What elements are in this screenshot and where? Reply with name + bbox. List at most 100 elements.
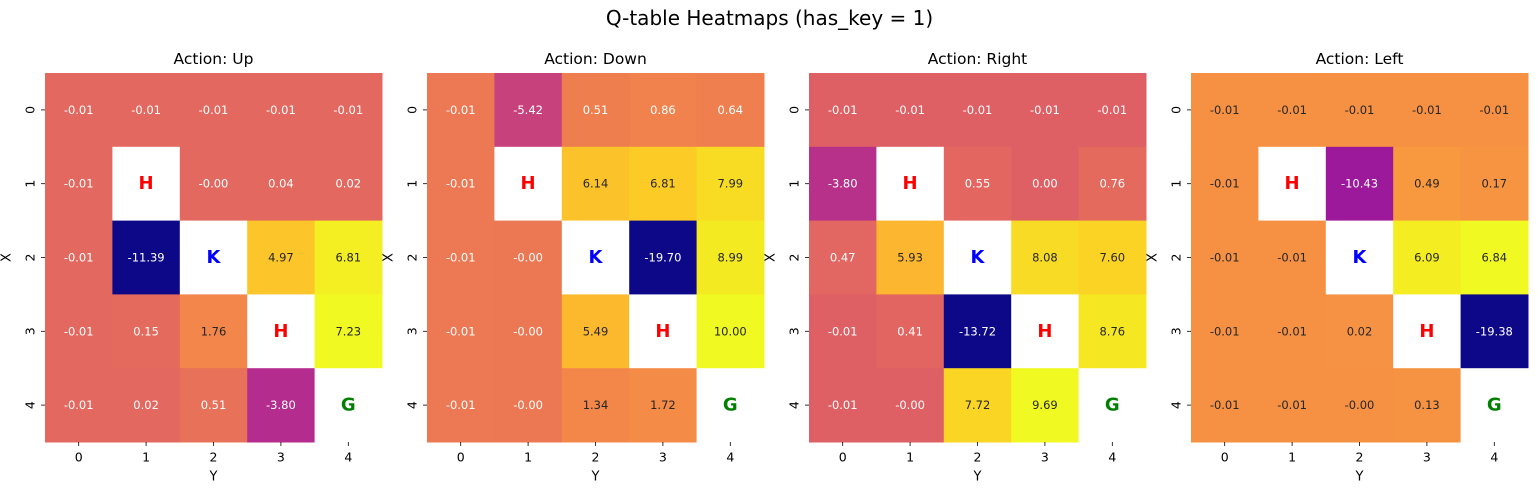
- y-tick-label: 0: [787, 106, 802, 114]
- cell-value-label: 6.09: [1414, 251, 1440, 265]
- cell-value-label: -0.01: [1030, 103, 1060, 117]
- cell-value-label: 6.81: [335, 251, 361, 265]
- heatmap-cell: [1011, 146, 1080, 222]
- cell-value-label: -0.01: [1210, 251, 1240, 265]
- heatmap-cell: [629, 220, 698, 295]
- heatmap-cell: [179, 368, 248, 443]
- cell-value-label: 0.02: [335, 177, 361, 191]
- y-tick-label: 3: [1169, 327, 1184, 335]
- heatmap-cell: [1011, 368, 1080, 443]
- heatmap-cell-empty: [494, 146, 563, 222]
- cell-value-label: -0.01: [1277, 398, 1307, 412]
- x-tick-label: 0: [457, 450, 465, 465]
- cell-value-label: 0.49: [1414, 177, 1440, 191]
- cell-value-label: -5.42: [513, 103, 543, 117]
- cell-value-label: 0.64: [717, 103, 743, 117]
- x-tick-label: 0: [75, 450, 83, 465]
- cell-value-label: -0.01: [828, 103, 858, 117]
- x-tick-label: 1: [1288, 450, 1296, 465]
- heatmap-cell: [943, 146, 1012, 222]
- heatmap-cell: [45, 73, 113, 148]
- cell-value-label: -0.01: [333, 103, 363, 117]
- y-tick-label: 4: [1169, 401, 1184, 409]
- panel-title: Action: Right: [928, 50, 1028, 68]
- cell-value-label: 7.72: [965, 398, 991, 412]
- cell-value-label: 0.51: [201, 398, 227, 412]
- cell-marker-h: H: [139, 173, 154, 194]
- cell-value-label: -3.80: [828, 177, 858, 191]
- cell-value-label: -0.00: [513, 398, 543, 412]
- cell-value-label: 8.08: [1032, 251, 1058, 265]
- cell-value-label: -0.01: [266, 103, 296, 117]
- cell-value-label: 6.14: [583, 177, 609, 191]
- heatmap-cell: [943, 73, 1012, 148]
- cell-value-label: -0.01: [446, 398, 476, 412]
- heatmap-cell: [314, 146, 383, 222]
- heatmap-cell: [179, 294, 248, 369]
- cell-value-label: -0.01: [1412, 103, 1442, 117]
- heatmap-cell: [1325, 73, 1394, 148]
- y-tick-label: 2: [787, 254, 802, 262]
- cell-marker-h: H: [273, 321, 288, 342]
- cell-value-label: 6.84: [1481, 251, 1507, 265]
- heatmap-cell-empty: [629, 294, 698, 369]
- cell-value-label: -0.01: [1277, 251, 1307, 265]
- heatmap-cell: [1393, 368, 1462, 443]
- panel-title: Action: Up: [174, 50, 254, 68]
- heatmap-cell: [809, 220, 877, 295]
- cell-value-label: -0.01: [64, 398, 94, 412]
- heatmap-cell-empty: [561, 220, 630, 295]
- heatmap-cell: [1078, 146, 1147, 222]
- heatmap-cell: [943, 294, 1012, 369]
- cell-marker-h: H: [1037, 321, 1052, 342]
- heatmap-cell: [1460, 294, 1529, 369]
- heatmap-cell-empty: [179, 220, 248, 295]
- cell-value-label: -0.01: [895, 103, 925, 117]
- cell-value-label: 0.51: [583, 103, 609, 117]
- cell-value-label: -0.01: [1479, 103, 1509, 117]
- heatmap-cell: [45, 368, 113, 443]
- x-tick-label: 1: [524, 450, 532, 465]
- heatmap-cell: [1393, 73, 1462, 148]
- cell-value-label: 5.49: [583, 324, 609, 338]
- heatmap-cell: [696, 73, 765, 148]
- y-tick-label: 3: [405, 327, 420, 335]
- x-axis-label: Y: [591, 470, 600, 485]
- y-tick-label: 4: [787, 401, 802, 409]
- cell-value-label: 7.99: [717, 177, 743, 191]
- y-tick-label: 3: [787, 327, 802, 335]
- heatmap-cell: [179, 73, 248, 148]
- heatmap-cell: [696, 146, 765, 222]
- cell-value-label: -0.01: [199, 103, 229, 117]
- cell-value-label: -13.72: [959, 324, 996, 338]
- heatmap-cell-empty: [696, 368, 765, 443]
- cell-marker-g: G: [723, 395, 738, 416]
- heatmap-cell: [427, 220, 495, 295]
- heatmap-cell: [876, 368, 945, 443]
- heatmap-cell: [876, 294, 945, 369]
- cell-value-label: -0.00: [513, 251, 543, 265]
- heatmap-cell-empty: [1011, 294, 1080, 369]
- heatmap-cell-empty: [1325, 220, 1394, 295]
- heatmap-cell: [809, 146, 877, 222]
- cell-value-label: -0.01: [64, 251, 94, 265]
- heatmap-cell: [1258, 294, 1327, 369]
- heatmap-cell: [876, 73, 945, 148]
- heatmap-cell: [1460, 146, 1529, 222]
- cell-marker-k: K: [1353, 247, 1368, 268]
- y-axis-label: X: [1146, 253, 1161, 262]
- cell-value-label: 0.76: [1099, 177, 1125, 191]
- heatmap-cell: [1258, 220, 1327, 295]
- heatmap-cell: [494, 73, 563, 148]
- y-axis-label: X: [0, 253, 15, 262]
- heatmap-cell: [1191, 73, 1259, 148]
- y-tick-label: 0: [405, 106, 420, 114]
- heatmap-cell: [629, 368, 698, 443]
- heatmap-cell: [1078, 220, 1147, 295]
- cell-value-label: 7.60: [1099, 251, 1125, 265]
- cell-value-label: 0.04: [268, 177, 294, 191]
- heatmap-cell-empty: [943, 220, 1012, 295]
- y-tick-label: 0: [1169, 106, 1184, 114]
- heatmap-cell: [1191, 146, 1259, 222]
